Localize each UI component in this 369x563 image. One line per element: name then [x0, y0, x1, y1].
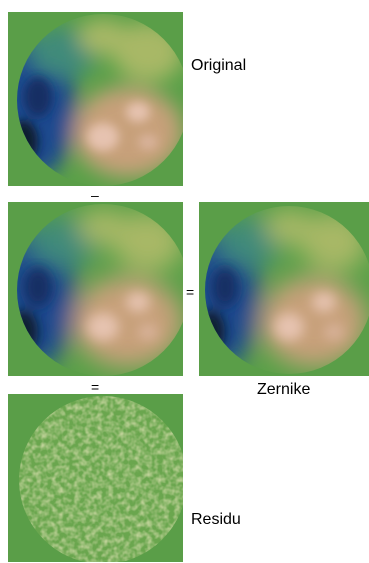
residu-map-panel [8, 394, 183, 562]
equals-operator-middle: = [186, 284, 195, 300]
residu-label: Residu [191, 511, 241, 528]
original-map-panel [8, 12, 183, 186]
zernike-label: Zernike [257, 381, 311, 398]
original-label: Original [191, 57, 247, 74]
minus-operator: – [91, 187, 99, 203]
zernike-map-image [199, 202, 369, 376]
fit-map-image [8, 202, 183, 376]
equals-operator-bottom: = [91, 379, 100, 395]
residu-map-image [8, 394, 183, 562]
original-map-image [8, 12, 183, 186]
fit-map-panel [8, 202, 183, 376]
zernike-map-panel [199, 202, 369, 376]
